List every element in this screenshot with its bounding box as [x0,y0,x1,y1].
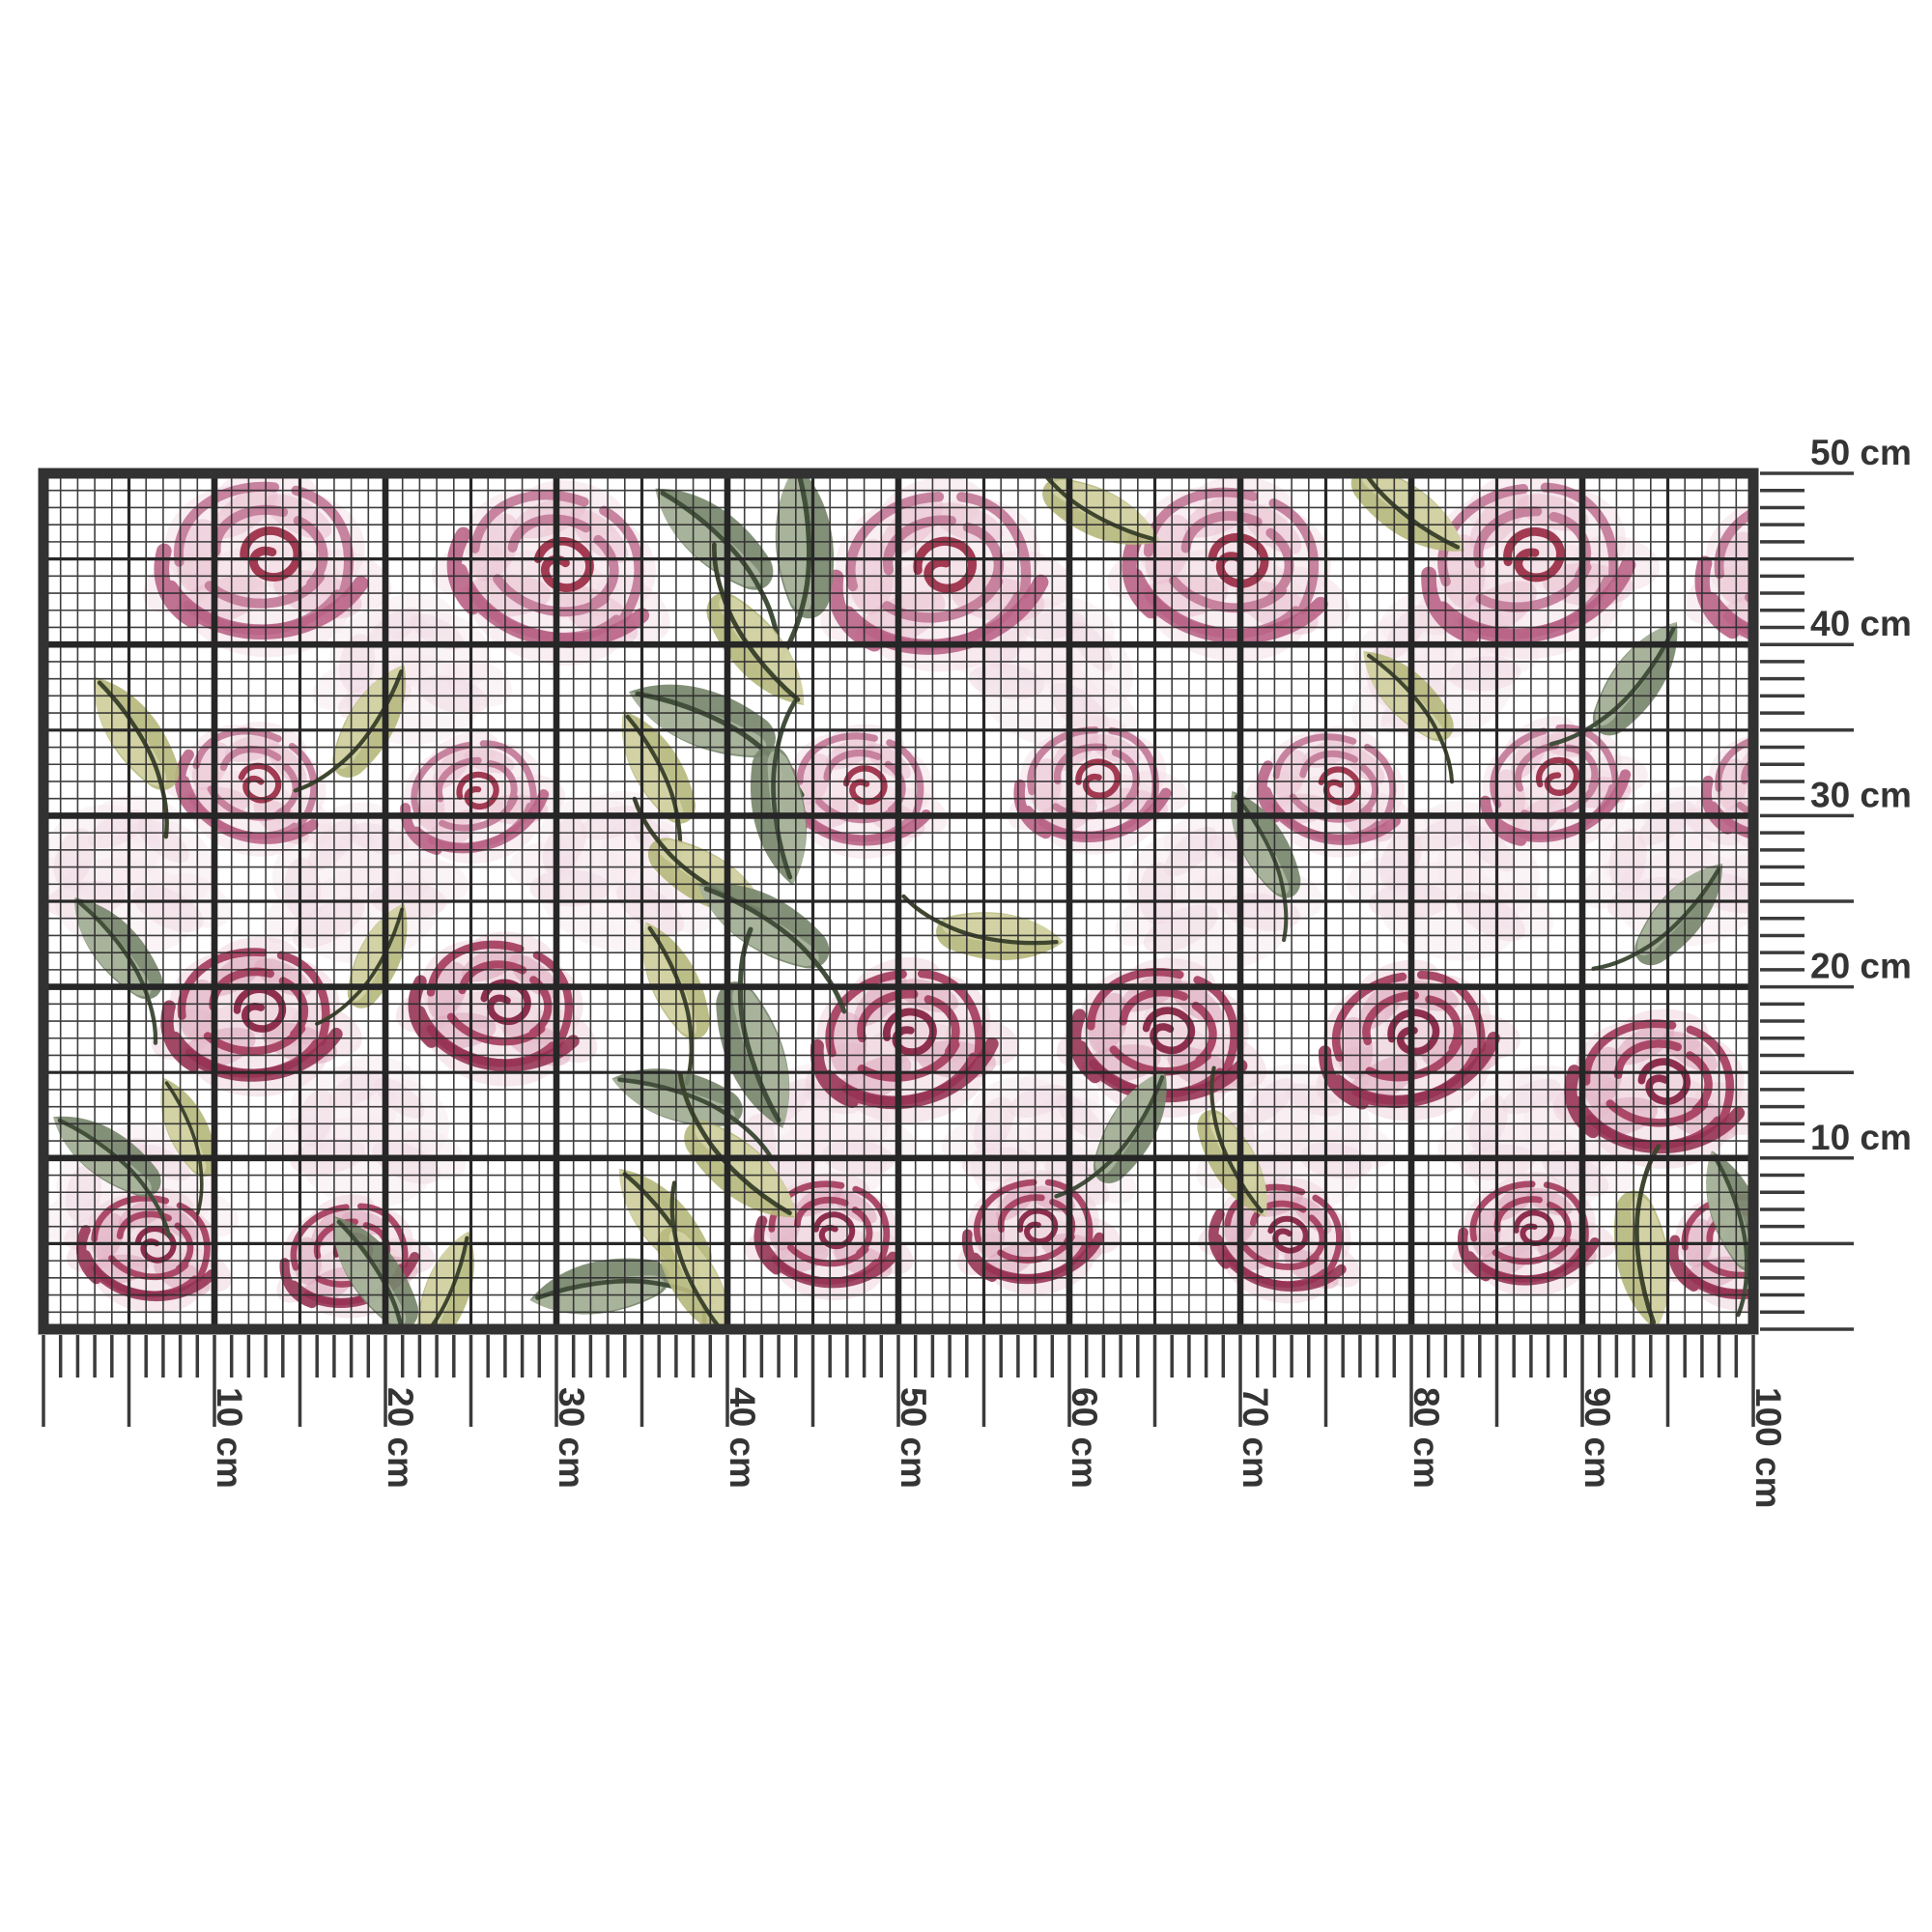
right-ruler-label-10: 10 cm [1810,1118,1912,1157]
bottom-ruler-label-30: 30 cm [552,1387,591,1489]
right-ruler-label-20: 20 cm [1810,947,1912,986]
fabric-pattern [43,473,1753,1329]
right-ruler-label-30: 30 cm [1810,775,1912,814]
bottom-ruler-label-40: 40 cm [723,1387,762,1489]
bottom-ruler-label-70: 70 cm [1236,1387,1275,1489]
bottom-ruler-label-80: 80 cm [1406,1387,1446,1489]
measurement-grid [38,468,1759,1335]
bottom-ruler-label-90: 90 cm [1577,1387,1617,1489]
bottom-ruler-label-50: 50 cm [894,1387,933,1489]
right-ruler-ticks [1760,471,1854,1331]
right-ruler: 50 cm 40 cm 30 cm 20 cm 10 cm [1760,433,1912,1331]
bottom-ruler-label-60: 60 cm [1065,1387,1104,1489]
grid-major-lines [43,473,1753,1329]
bottom-ruler-label-100: 100 cm [1748,1387,1788,1509]
bottom-ruler: 10 cm 20 cm 30 cm 40 cm 50 cm 60 cm 70 cm 80 cm… [42,1335,1788,1509]
bottom-ruler-ticks [42,1335,1755,1427]
grid-border [38,468,1759,1335]
right-ruler-label-40: 40 cm [1810,604,1912,643]
bottom-ruler-label-20: 20 cm [381,1387,420,1489]
bottom-ruler-label-10: 10 cm [210,1387,249,1489]
right-ruler-label-50: 50 cm [1810,433,1912,472]
